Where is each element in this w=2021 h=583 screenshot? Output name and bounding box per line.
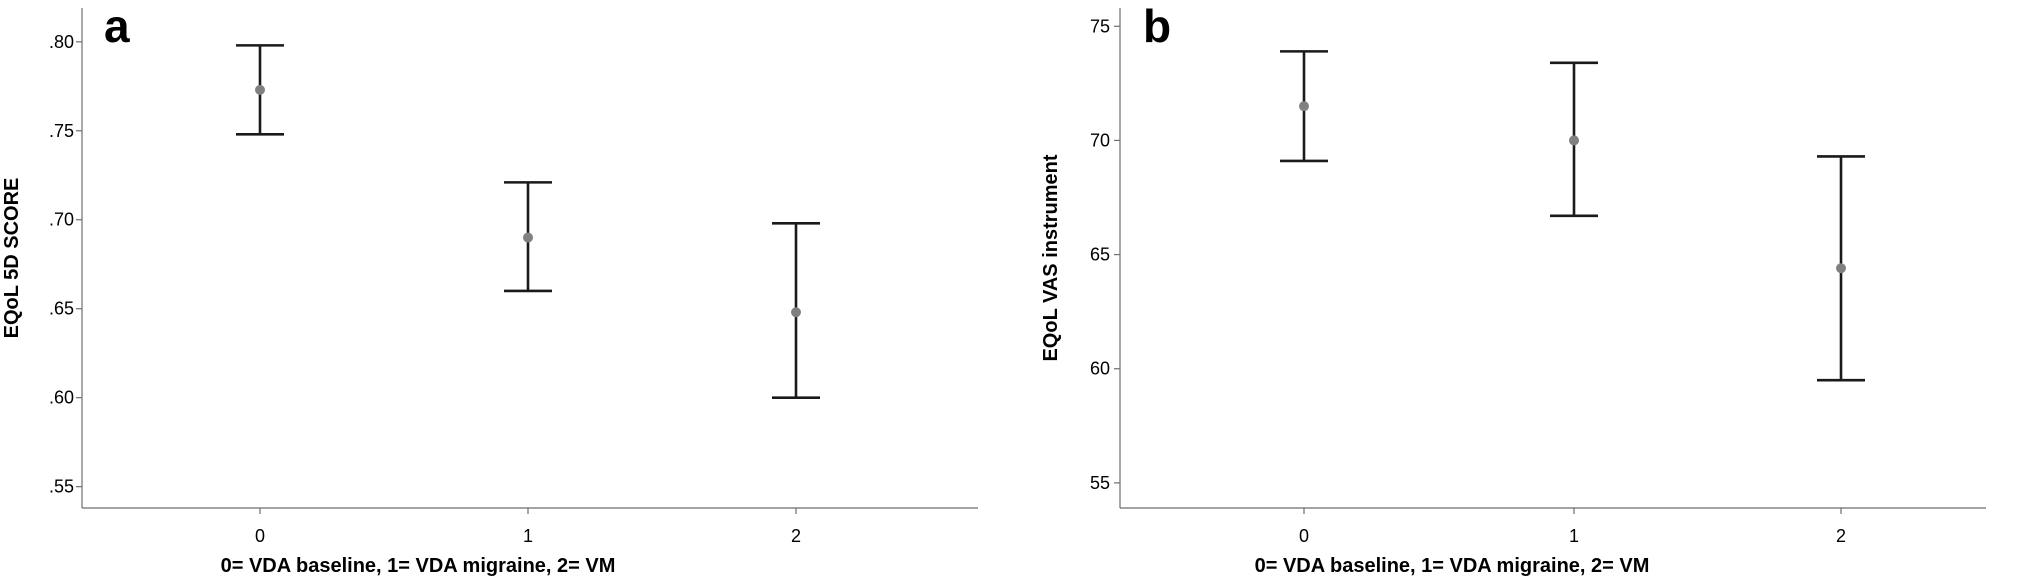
panel-b-x-ticks: 0 1 2: [1299, 508, 1846, 546]
panel-a-point-1-mean-marker: [523, 232, 533, 243]
panel-b-point-2-mean-marker: [1836, 263, 1846, 274]
panel-a-marks: [236, 44, 820, 399]
panel-a-axes: [81, 8, 978, 509]
panel-a-x-axis-title: 0= VDA baseline, 1= VDA migraine, 2= VM: [221, 555, 616, 577]
panel-b-y-tick-label: 60: [1090, 359, 1110, 379]
panel-a-x-tick-label: 2: [791, 526, 801, 546]
panel-b-x-axis-title: 0= VDA baseline, 1= VDA migraine, 2= VM: [1255, 555, 1650, 577]
panel-a-point-2-mean-marker: [791, 307, 801, 318]
panel-b-x-tick-label: 0: [1299, 526, 1309, 546]
panel-a-y-tick-label: .55: [49, 477, 74, 497]
panel-b-y-tick-label: 55: [1090, 473, 1110, 493]
panel-b-y-tick-label: 70: [1090, 130, 1110, 150]
panel-b-axes: [1119, 8, 1986, 509]
panel-a: a .55 .60 .65 .70 .75 .80 0 1 2 0= VDA baseline…: [1, 0, 978, 577]
panel-b-x-tick-label: 1: [1569, 526, 1579, 546]
panel-b-letter: b: [1143, 0, 1171, 52]
panel-a-y-ticks: .55 .60 .65 .70 .75 .80: [49, 32, 82, 497]
panel-b-marks: [1280, 50, 1865, 382]
panel-b-y-tick-label: 65: [1090, 245, 1110, 265]
panel-b-y-tick-label: 75: [1090, 16, 1110, 36]
panel-a-x-tick-label: 0: [255, 526, 265, 546]
panel-a-letter: a: [104, 0, 130, 52]
panel-a-x-tick-label: 1: [523, 526, 533, 546]
panel-b-point-1-mean-marker: [1569, 135, 1579, 146]
panel-a-y-tick-label: .80: [49, 32, 74, 52]
panel-b-y-axis-title: EQoL VAS instrument: [1040, 154, 1062, 361]
panel-a-x-ticks: 0 1 2: [255, 508, 801, 546]
panel-a-y-axis-title: EQoL 5D SCORE: [1, 178, 23, 339]
panel-a-y-tick-label: .70: [49, 210, 74, 230]
panel-b-x-tick-label: 2: [1836, 526, 1846, 546]
panel-a-y-tick-label: .75: [49, 121, 74, 141]
panel-b-point-0-mean-marker: [1299, 101, 1309, 112]
panel-a-y-tick-label: .65: [49, 299, 74, 319]
panel-a-y-tick-label: .60: [49, 388, 74, 408]
panel-a-point-0-mean-marker: [255, 84, 265, 95]
panel-b-y-ticks: 55 60 65 70 75: [1090, 16, 1120, 493]
panel-b: b 55 60 65 70 75 0 1 2 0= VDA baseline, 1= VDA…: [1040, 0, 1986, 577]
